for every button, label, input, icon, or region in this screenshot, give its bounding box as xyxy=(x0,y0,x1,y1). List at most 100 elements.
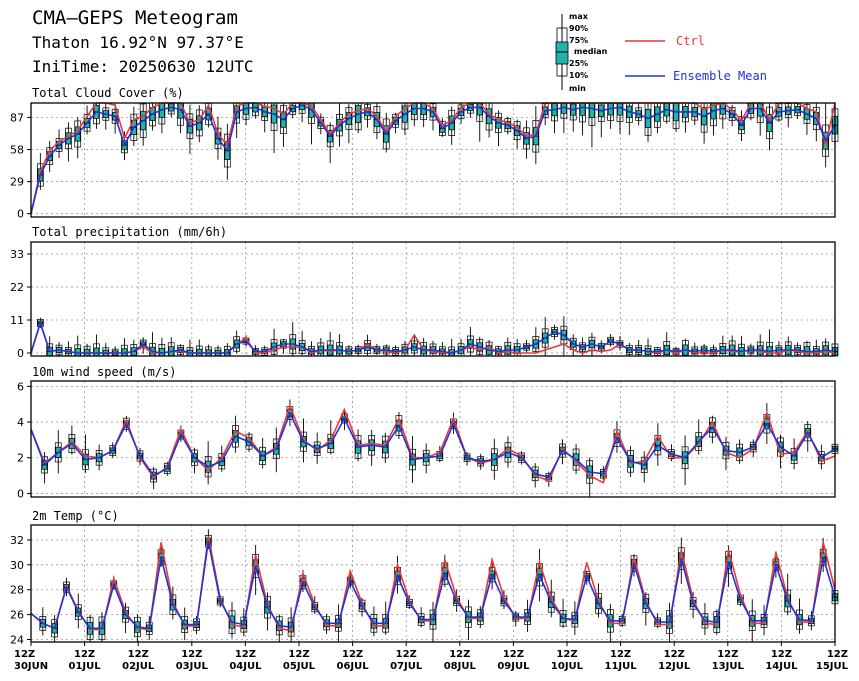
panel-frame xyxy=(30,380,836,498)
box-outer xyxy=(804,424,812,442)
box-outer xyxy=(39,616,47,631)
x-tick-date: 08JUL xyxy=(444,661,477,672)
x-tick-hour: 12Z xyxy=(771,649,792,660)
x-tick-date: 06JUL xyxy=(337,661,370,672)
box-outer xyxy=(364,340,371,354)
y-tick-label: 87 xyxy=(10,111,24,124)
x-tick-hour: 12Z xyxy=(449,649,470,660)
box-outer xyxy=(123,417,130,430)
legend-mean-label: Ensemble Mean xyxy=(673,69,767,83)
meteogram-title: CMA–GEPS Meteogram xyxy=(32,7,238,29)
legend-box-label: max xyxy=(569,12,589,21)
x-tick-hour: 12Z xyxy=(664,649,685,660)
x-tick-hour: 12Z xyxy=(181,649,202,660)
box-outer xyxy=(139,339,147,349)
legend-box-label: median xyxy=(574,47,608,56)
y-tick-label: 11 xyxy=(10,314,24,327)
box-outer xyxy=(595,593,602,614)
box-outer xyxy=(122,606,129,623)
box-outer xyxy=(438,120,446,136)
y-tick-label: 2 xyxy=(17,452,24,465)
box-outer xyxy=(109,445,117,456)
box-outer xyxy=(616,340,624,348)
panel-title: 2m Temp (°C) xyxy=(32,509,119,523)
box-outer xyxy=(270,339,278,355)
box-outer xyxy=(327,433,335,454)
box-outer xyxy=(518,452,525,463)
box-outer xyxy=(223,133,231,168)
box-outer xyxy=(579,342,586,352)
box-iqr xyxy=(93,347,100,357)
box-outer xyxy=(812,106,820,131)
box-outer xyxy=(749,441,757,453)
box-outer xyxy=(607,336,614,346)
box-outer xyxy=(41,456,48,474)
box-outer xyxy=(818,451,825,465)
panel-frame xyxy=(30,524,836,643)
x-tick-hour: 12Z xyxy=(288,649,309,660)
box-outer xyxy=(326,125,334,148)
box-outer xyxy=(264,595,271,619)
x-tick-date: 09JUL xyxy=(497,661,530,672)
box-outer xyxy=(373,106,381,134)
box-outer xyxy=(169,594,177,615)
box-outer xyxy=(410,340,418,354)
y-tick-label: 22 xyxy=(10,281,24,294)
y-tick-label: 58 xyxy=(10,143,24,156)
panel-4: 2m Temp (°C) 24 26 28 30 32 xyxy=(10,509,839,647)
panel-title: 10m wind speed (m/s) xyxy=(32,365,177,379)
box-outer xyxy=(541,328,549,348)
legend-box-label: min xyxy=(569,84,586,93)
x-tick-date: 02JUL xyxy=(122,661,155,672)
x-tick-hour: 12Z xyxy=(14,649,35,660)
box-outer xyxy=(382,118,390,150)
y-tick-label: 33 xyxy=(10,248,24,261)
box-outer xyxy=(532,336,540,352)
box-outer xyxy=(51,619,58,638)
x-tick-date: 12JUL xyxy=(658,661,691,672)
x-tick-hour: 12Z xyxy=(717,649,738,660)
station-location: Thaton 16.92°N 97.37°E xyxy=(32,33,244,52)
box-outer xyxy=(195,109,203,137)
x-tick-date: 04JUL xyxy=(229,661,262,672)
box-outer xyxy=(504,442,512,463)
x-tick-date: 05JUL xyxy=(283,661,316,672)
y-tick-label: 6 xyxy=(17,380,24,393)
x-tick-hour: 12Z xyxy=(342,649,363,660)
box-outer xyxy=(790,447,798,464)
box-outer xyxy=(336,113,343,137)
box-outer xyxy=(259,446,267,466)
box-outer xyxy=(345,107,353,130)
panel-title: Total precipitation (mm/6h) xyxy=(32,225,227,239)
y-tick-label: 28 xyxy=(10,584,24,597)
box-outer xyxy=(36,163,44,187)
box-outer xyxy=(738,116,745,134)
box-outer xyxy=(695,432,703,452)
x-tick-hour: 12Z xyxy=(396,649,417,660)
box-outer xyxy=(588,336,596,352)
x-tick-hour: 12Z xyxy=(827,649,848,660)
x-tick-hour: 12Z xyxy=(610,649,631,660)
box-outer xyxy=(36,318,44,328)
panel-2: Total precipitation (mm/6h) 0 11 22 33 xyxy=(10,225,839,360)
y-tick-label: 32 xyxy=(10,534,24,547)
x-tick-date: 15JUL xyxy=(816,661,849,672)
panel-frame xyxy=(30,241,836,357)
x-tick-hour: 12Z xyxy=(128,649,149,660)
y-tick-label: 0 xyxy=(17,347,24,360)
y-tick-label: 26 xyxy=(10,609,24,622)
mean-line xyxy=(30,541,836,630)
box-outer xyxy=(233,336,241,352)
box-outer xyxy=(642,593,650,614)
box-outer xyxy=(358,599,366,613)
box-outer xyxy=(467,335,474,353)
mean-line xyxy=(30,104,836,214)
x-tick-hour: 12Z xyxy=(556,649,577,660)
box-outer xyxy=(476,338,484,356)
box-outer xyxy=(54,442,62,463)
box-outer xyxy=(766,106,773,140)
box-outer xyxy=(630,555,638,572)
y-tick-label: 24 xyxy=(10,634,24,647)
y-tick-label: 4 xyxy=(17,416,24,429)
box-outer xyxy=(83,114,91,132)
